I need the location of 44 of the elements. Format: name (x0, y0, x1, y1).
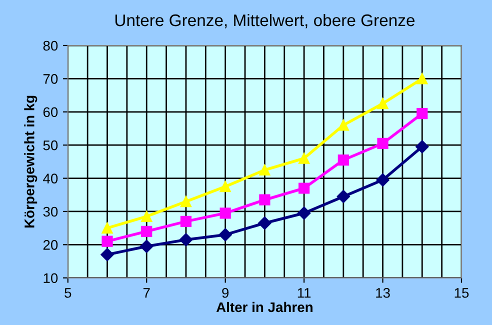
point (218, 228, 232, 242)
y-tick-label: 40 (43, 174, 58, 184)
point (259, 194, 270, 206)
point (258, 216, 272, 230)
point (377, 138, 388, 149)
point (338, 120, 349, 131)
y-tick-label: 20 (43, 240, 58, 250)
y-axis-title: Körpergewicht in kg (24, 96, 38, 228)
x-tick-label: 11 (298, 288, 311, 298)
y-tick-label: 70 (43, 74, 58, 84)
point (416, 108, 428, 120)
point (338, 154, 349, 166)
point (102, 222, 113, 234)
x-tick-label: 13 (376, 288, 390, 298)
point (220, 208, 231, 219)
point (180, 196, 192, 208)
x-axis-title: Alter in Jahren (216, 302, 312, 312)
y-tick-label: 60 (43, 107, 58, 118)
x-tick-label: 5 (64, 288, 72, 298)
point (297, 206, 311, 220)
point (220, 181, 231, 192)
y-tick-label: 50 (43, 140, 58, 150)
chart-title: Untere Grenze, Mittelwert, obere Grenze (115, 14, 414, 28)
point (180, 216, 192, 227)
point (140, 240, 154, 253)
point (416, 140, 429, 154)
y-tick-label: 30 (43, 206, 58, 217)
x-tick-label: 7 (143, 288, 150, 298)
x-tick-label: 15 (454, 288, 469, 298)
point (376, 173, 390, 187)
y-tick-label: 10 (44, 273, 58, 284)
point (298, 182, 310, 194)
y-tick-label: 80 (43, 40, 58, 51)
point (141, 210, 152, 222)
point (336, 190, 350, 204)
point (377, 98, 388, 110)
point (179, 233, 193, 246)
point (298, 152, 310, 164)
point (141, 226, 152, 237)
x-tick-label: 9 (222, 288, 229, 298)
point (416, 73, 428, 84)
point (102, 236, 113, 247)
point (100, 248, 114, 262)
point (259, 164, 270, 176)
